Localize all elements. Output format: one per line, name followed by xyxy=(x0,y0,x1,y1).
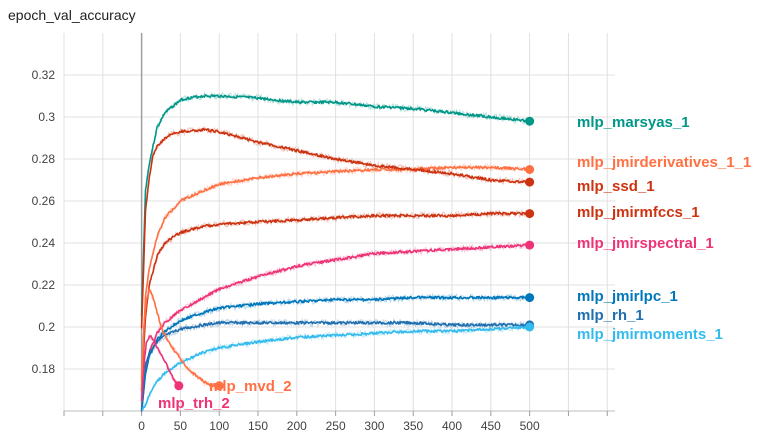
grid-layer xyxy=(63,33,615,411)
series-line-raw xyxy=(141,208,531,388)
x-tick-label: 100 xyxy=(209,419,229,433)
x-tick-label: 150 xyxy=(248,419,268,433)
series-end-point[interactable] xyxy=(525,165,535,174)
series-end-point[interactable] xyxy=(174,381,184,391)
series-label: mlp_rh_1 xyxy=(577,307,644,324)
y-tick-label: 0.26 xyxy=(32,194,56,208)
series-layer xyxy=(140,90,535,414)
x-tick-label: 0 xyxy=(138,419,145,433)
series-end-point[interactable] xyxy=(525,322,535,332)
y-tick-label: 0.28 xyxy=(32,152,56,166)
series-line[interactable] xyxy=(140,243,530,412)
series-label: mlp_jmirmoments_1 xyxy=(577,326,723,343)
x-tick-label: 500 xyxy=(520,419,540,433)
series-line[interactable] xyxy=(140,295,531,412)
series-end-point[interactable] xyxy=(525,293,535,303)
series-line[interactable] xyxy=(141,325,530,411)
x-tick-label: 50 xyxy=(174,419,188,433)
y-tick-label: 0.3 xyxy=(38,110,55,124)
series-line[interactable] xyxy=(140,165,530,379)
series-label: mlp_marsyas_1 xyxy=(577,114,690,131)
x-tick-label: 350 xyxy=(403,419,423,433)
y-tick-label: 0.18 xyxy=(32,362,56,376)
series-end-point[interactable] xyxy=(525,116,535,126)
series-line[interactable] xyxy=(140,320,531,411)
series-end-point[interactable] xyxy=(525,240,535,250)
series-line[interactable] xyxy=(140,211,531,391)
x-tick-label: 250 xyxy=(326,419,346,433)
series-label: mlp_ssd_1 xyxy=(577,178,655,195)
chart-title: epoch_val_accuracy xyxy=(8,7,136,23)
series-end-point[interactable] xyxy=(214,381,224,391)
y-tick-label: 0.24 xyxy=(32,236,56,250)
series-line[interactable] xyxy=(140,288,220,392)
x-tick-label: 200 xyxy=(287,419,307,433)
series-label: mlp_jmirlpc_1 xyxy=(577,288,678,305)
series-end-point[interactable] xyxy=(525,209,535,219)
series-line[interactable] xyxy=(140,127,531,329)
axis-layer: 0.18 0.2 0.22 0.24 0.26 0.28 0.3 0.32 0 50 100 150 2… xyxy=(32,33,615,433)
series-line[interactable] xyxy=(140,335,180,402)
y-tick-label: 0.32 xyxy=(32,68,56,82)
x-tick-label: 450 xyxy=(481,419,501,433)
y-tick-label: 0.22 xyxy=(32,278,56,292)
series-label: mlp_jmirspectral_1 xyxy=(577,235,714,252)
series-label: mlp_mvd_2 xyxy=(209,378,292,395)
x-tick-label: 300 xyxy=(364,419,384,433)
series-label: mlp_jmirderivatives_1_1 xyxy=(577,154,751,171)
label-layer: mlp_marsyas_1 mlp_jmirderivatives_1_1 mlp_… xyxy=(158,114,751,412)
x-tick-label: 400 xyxy=(442,419,462,433)
y-tick-label: 0.2 xyxy=(38,320,55,334)
series-label: mlp_trh_2 xyxy=(158,395,230,412)
series-label: mlp_jmirmfccs_1 xyxy=(577,204,700,221)
series-line[interactable] xyxy=(140,94,531,317)
series-end-point[interactable] xyxy=(525,177,535,187)
